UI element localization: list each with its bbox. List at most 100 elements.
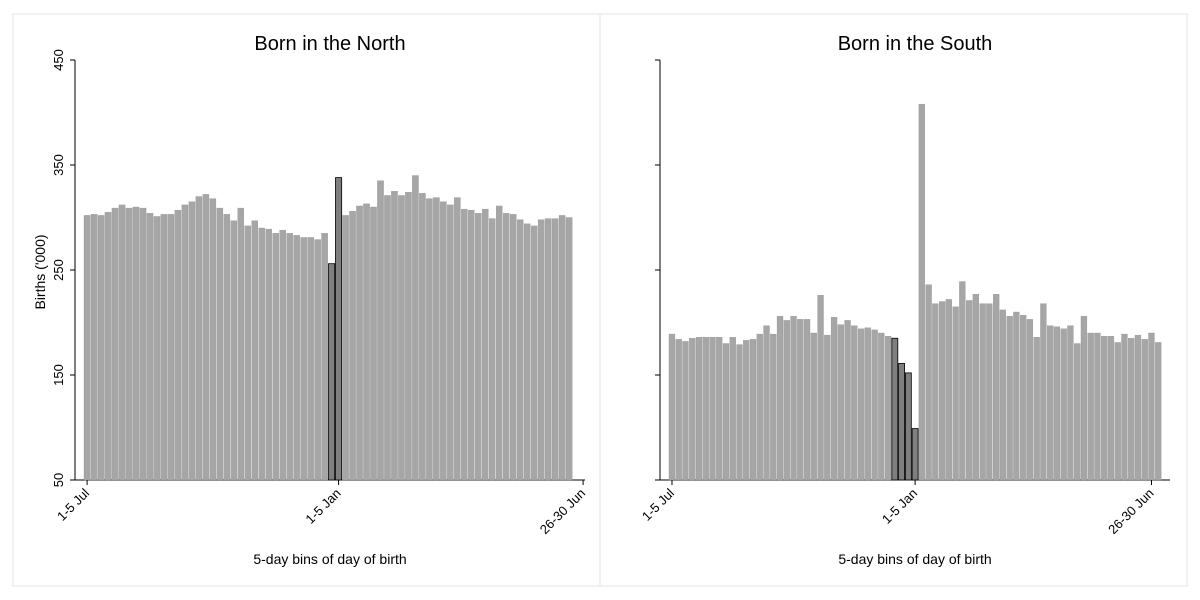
bar (770, 333, 777, 481)
bar (682, 341, 689, 481)
bar (1141, 339, 1148, 481)
bar (398, 195, 405, 481)
bar (891, 337, 899, 481)
bar (871, 329, 878, 481)
bar (139, 207, 147, 481)
bar (342, 215, 349, 481)
chart-title: Born in the South (838, 33, 993, 55)
bar (803, 319, 811, 481)
bar (749, 339, 757, 481)
bar (558, 215, 566, 481)
bar (898, 363, 905, 481)
y-ticks: 50 150 250 350 450 (51, 49, 75, 487)
bar (1040, 303, 1047, 481)
bars (668, 103, 1162, 481)
bar (1013, 311, 1020, 481)
bar (716, 337, 723, 481)
panel-south: Born in the South 5-day bins of day of b… (599, 13, 1188, 587)
bar (959, 281, 966, 481)
bar (272, 233, 279, 481)
bar (722, 343, 730, 481)
bar (1121, 333, 1128, 481)
bar (878, 332, 885, 481)
bar (857, 328, 865, 481)
y-tick-label: 150 (51, 364, 66, 386)
bar (509, 214, 517, 481)
bar (433, 197, 440, 481)
bar (783, 320, 790, 481)
bar (999, 309, 1007, 481)
bar (195, 196, 203, 481)
bar (1101, 335, 1108, 481)
bar (810, 332, 817, 481)
bar (1080, 316, 1088, 481)
y-ticks (655, 59, 660, 481)
bar (160, 214, 168, 481)
bar (1047, 325, 1054, 481)
bar (844, 320, 851, 481)
bar (1155, 342, 1162, 481)
bar (837, 324, 844, 481)
bar (419, 193, 426, 481)
bar (911, 428, 919, 481)
bar (370, 206, 377, 481)
bar (202, 194, 210, 481)
bar (986, 303, 993, 481)
bar (1094, 332, 1101, 481)
bar (125, 207, 133, 481)
bar (111, 207, 119, 481)
bar (244, 225, 252, 481)
bar (97, 215, 105, 481)
bar (475, 213, 482, 481)
bar (384, 195, 391, 481)
bar (426, 198, 433, 481)
bar (153, 216, 161, 481)
bar (307, 237, 314, 481)
bar (1060, 328, 1067, 481)
bar (830, 317, 838, 481)
bar (1114, 342, 1121, 481)
bar (790, 316, 797, 481)
y-axis-title: Births ('000) (32, 234, 48, 309)
bar (972, 293, 980, 481)
bar (925, 284, 932, 481)
bar (461, 208, 468, 481)
bar (391, 191, 398, 481)
bar (1053, 326, 1061, 481)
bar (90, 214, 98, 481)
bar (1148, 332, 1155, 481)
bar (363, 203, 370, 481)
bar (966, 300, 973, 481)
bar (440, 201, 447, 481)
bar (689, 338, 696, 481)
bar (537, 219, 545, 481)
bar (763, 325, 770, 481)
bar (695, 337, 703, 481)
panel-south-frame (599, 13, 1188, 587)
bar (824, 334, 831, 481)
bar (864, 327, 871, 481)
bar (1134, 334, 1142, 481)
bar (1006, 316, 1013, 481)
bar (851, 325, 858, 481)
bar (729, 337, 736, 481)
bar (1067, 325, 1074, 481)
bar (258, 227, 265, 481)
y-tick-label: 50 (51, 473, 66, 487)
bar (314, 239, 321, 481)
bar (279, 229, 286, 481)
bar (286, 233, 293, 481)
x-axis-title: 5-day bins of day of birth (253, 551, 406, 567)
bar (993, 293, 1000, 481)
bar (454, 197, 461, 481)
bar (1033, 337, 1040, 481)
bar (146, 213, 154, 481)
bar (216, 207, 224, 481)
bar (265, 228, 272, 481)
bar (797, 319, 804, 481)
bar (230, 220, 238, 481)
bar (83, 215, 91, 481)
bar (412, 175, 419, 481)
bar (675, 339, 682, 481)
bar (979, 303, 986, 481)
